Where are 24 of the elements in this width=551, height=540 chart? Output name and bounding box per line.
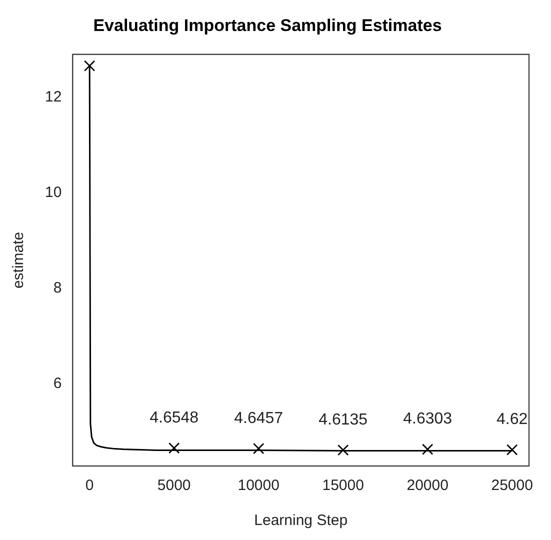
y-tick-label: 10 (44, 184, 62, 202)
point (422, 444, 434, 455)
data-label: 4.6548 (150, 410, 199, 427)
chart-title: Evaluating Importance Sampling Estimates (93, 16, 442, 35)
x-axis-title: Learning Step (254, 512, 348, 530)
data-label: 4.6303 (403, 410, 452, 428)
point (168, 442, 180, 454)
data-label: 4.6135 (318, 411, 368, 428)
point (506, 444, 518, 456)
x-tick-label: 0 (85, 477, 94, 494)
y-axis-title: estimate (10, 232, 28, 289)
point (337, 444, 349, 456)
point (84, 60, 96, 72)
x-tick-label: 15000 (322, 477, 364, 494)
y-tick-label: 12 (44, 88, 62, 106)
y-tick-label: 6 (53, 375, 62, 392)
x-tick-label: 10000 (238, 477, 280, 494)
point (252, 442, 264, 454)
x-tick-label: 25000 (491, 477, 533, 494)
x-tick-label: 5000 (157, 477, 191, 494)
y-tick-label: 8 (53, 280, 62, 297)
data-label: 4.62 (496, 411, 528, 428)
x-tick-label: 20000 (406, 477, 448, 494)
data-label: 4.6457 (234, 410, 284, 427)
